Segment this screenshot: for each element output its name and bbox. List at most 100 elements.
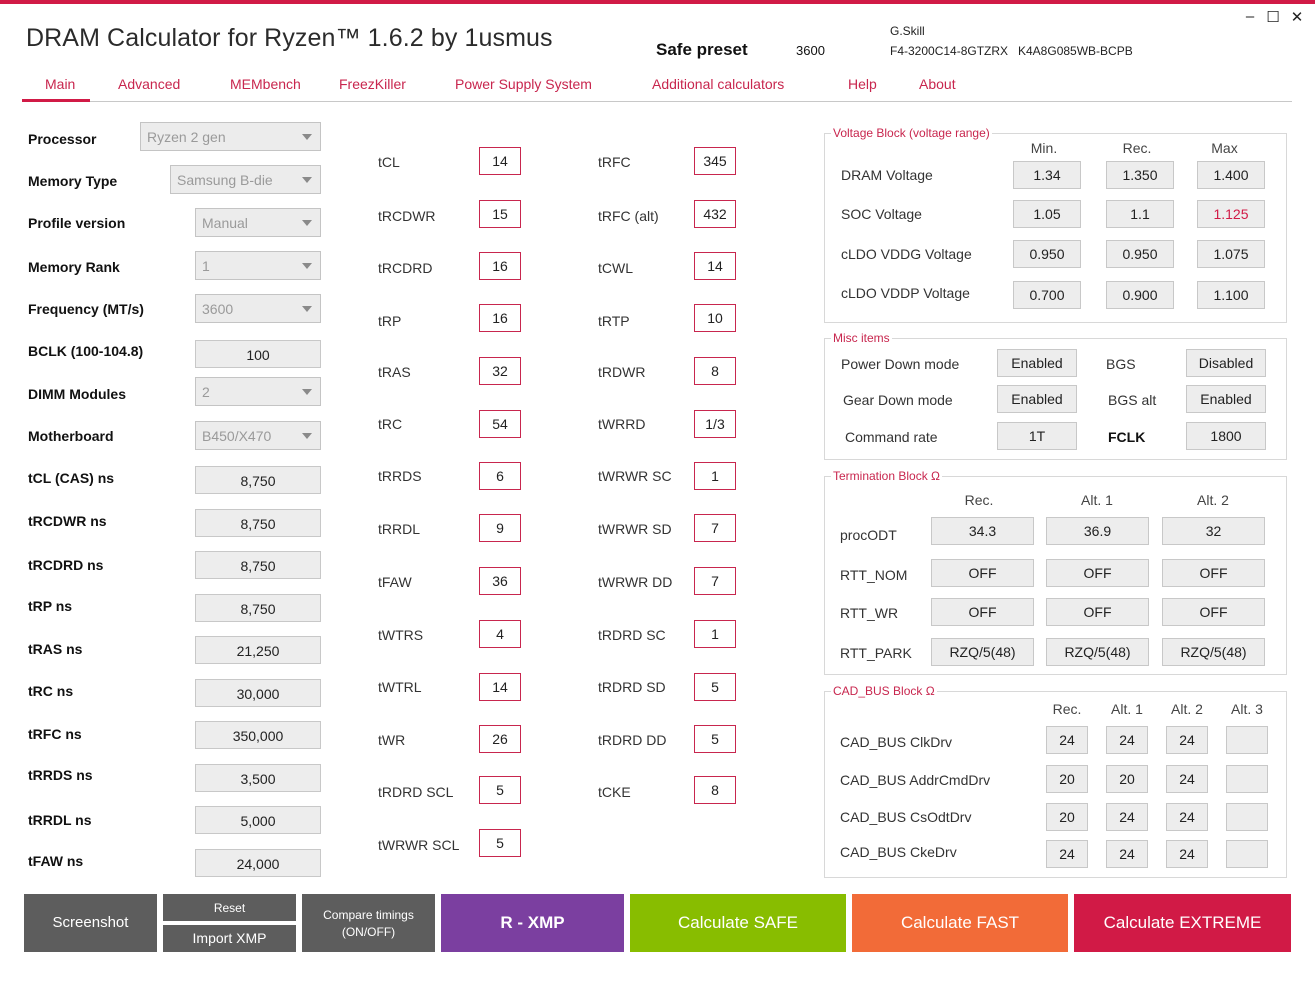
tab-help[interactable]: Help xyxy=(848,76,877,92)
cadbus-value xyxy=(1226,765,1268,793)
tab-bar: Main Advanced MEMbench FreezKiller Power… xyxy=(22,72,1292,102)
timing-value-box[interactable]: 5 xyxy=(479,829,521,857)
timing-value-box[interactable]: 14 xyxy=(694,252,736,280)
timing-value-box[interactable]: 345 xyxy=(694,147,736,175)
cadbus-value: 24 xyxy=(1166,765,1208,793)
tab-main[interactable]: Main xyxy=(45,76,76,92)
import-xmp-button[interactable]: Import XMP xyxy=(163,925,296,952)
timing-value-box[interactable]: 8 xyxy=(694,357,736,385)
screenshot-button[interactable]: Screenshot xyxy=(24,894,157,952)
cadbus-label: CAD_BUS CsOdtDrv xyxy=(840,809,972,825)
timing-label: tFAW xyxy=(378,574,412,590)
timing-value-box[interactable]: 16 xyxy=(479,252,521,280)
voltage-header-max: Max xyxy=(1211,140,1238,156)
voltage-label: cLDO VDDP Voltage xyxy=(841,285,970,301)
minimize-button[interactable]: – xyxy=(1245,8,1255,25)
ns-value: 30,000 xyxy=(195,679,321,707)
timing-value-box[interactable]: 432 xyxy=(694,200,736,228)
cadbus-value: 24 xyxy=(1106,840,1148,868)
timing-value-box[interactable]: 5 xyxy=(694,725,736,753)
timing-value-box[interactable]: 1 xyxy=(694,462,736,490)
termination-value: OFF xyxy=(931,598,1034,626)
voltage-label: SOC Voltage xyxy=(841,206,922,222)
timing-value-box[interactable]: 1/3 xyxy=(694,410,736,438)
bclk-input[interactable]: 100 xyxy=(195,340,321,368)
processor-select[interactable]: Ryzen 2 gen xyxy=(140,122,321,151)
r-xmp-button[interactable]: R - XMP xyxy=(441,894,624,952)
timing-label: tWR xyxy=(378,732,406,748)
power-down-toggle[interactable]: Enabled xyxy=(997,349,1077,377)
termination-value: RZQ/5(48) xyxy=(1162,638,1265,666)
cadbus-header-alt3: Alt. 3 xyxy=(1231,701,1263,717)
voltage-min: 0.700 xyxy=(1013,281,1081,309)
calculate-fast-button[interactable]: Calculate FAST xyxy=(852,894,1068,952)
timing-value-box[interactable]: 9 xyxy=(479,514,521,542)
profile-version-value: Manual xyxy=(202,215,248,231)
termination-value: 32 xyxy=(1162,517,1265,545)
gear-down-toggle[interactable]: Enabled xyxy=(997,385,1077,413)
cadbus-label: CAD_BUS AddrCmdDrv xyxy=(840,772,991,788)
compare-timings-button[interactable]: Compare timings (ON/OFF) xyxy=(302,894,435,952)
bgs-alt-toggle[interactable]: Enabled xyxy=(1186,385,1266,413)
timing-label: tRFC xyxy=(598,154,631,170)
timing-value-box[interactable]: 4 xyxy=(479,620,521,648)
timing-value-box[interactable]: 7 xyxy=(694,514,736,542)
voltage-header-min: Min. xyxy=(1030,140,1058,156)
timing-value-box[interactable]: 1 xyxy=(694,620,736,648)
timing-label: tRDRD SCL xyxy=(378,784,454,800)
timing-label: tWRRD xyxy=(598,416,646,432)
dimm-modules-select[interactable]: 2 xyxy=(195,377,321,406)
motherboard-select[interactable]: B450/X470 xyxy=(195,421,321,450)
kit-part-number: F4-3200C14-8GTZRX xyxy=(890,44,1009,58)
misc-block: Misc items xyxy=(824,331,1287,460)
timing-value-box[interactable]: 54 xyxy=(479,410,521,438)
profile-version-select[interactable]: Manual xyxy=(195,208,321,237)
chevron-down-icon xyxy=(302,306,312,312)
timing-value-box[interactable]: 5 xyxy=(479,776,521,804)
timing-value-box[interactable]: 14 xyxy=(479,147,521,175)
timing-label: tWTRS xyxy=(378,627,424,643)
tab-advanced[interactable]: Advanced xyxy=(118,76,181,92)
timing-value-box[interactable]: 6 xyxy=(479,462,521,490)
timing-value-box[interactable]: 32 xyxy=(479,357,521,385)
tab-membench[interactable]: MEMbench xyxy=(230,76,301,92)
cadbus-value: 24 xyxy=(1106,726,1148,754)
frequency-select[interactable]: 3600 xyxy=(195,294,321,323)
timing-value-box[interactable]: 26 xyxy=(479,725,521,753)
memory-rank-label: Memory Rank xyxy=(28,259,120,275)
tab-power-supply[interactable]: Power Supply System xyxy=(455,76,592,92)
chevron-down-icon xyxy=(302,433,312,439)
memory-type-select[interactable]: Samsung B-die xyxy=(170,165,321,194)
timing-value-box[interactable]: 14 xyxy=(479,673,521,701)
timing-value-box[interactable]: 5 xyxy=(694,673,736,701)
cadbus-header-alt2: Alt. 2 xyxy=(1171,701,1203,717)
termination-value: OFF xyxy=(1162,559,1265,587)
timing-value-box[interactable]: 15 xyxy=(479,200,521,228)
timing-value-box[interactable]: 7 xyxy=(694,567,736,595)
close-button[interactable]: ✕ xyxy=(1290,9,1304,26)
bgs-alt-label: BGS alt xyxy=(1108,392,1157,408)
timing-value-box[interactable]: 36 xyxy=(479,567,521,595)
chevron-down-icon xyxy=(302,220,312,226)
reset-button[interactable]: Reset xyxy=(163,894,296,921)
cadbus-value: 24 xyxy=(1046,726,1088,754)
memory-rank-select[interactable]: 1 xyxy=(195,251,321,280)
tab-freezkiller[interactable]: FreezKiller xyxy=(339,76,406,92)
tab-about[interactable]: About xyxy=(919,76,956,92)
timing-label: tWTRL xyxy=(378,679,422,695)
calculate-extreme-button[interactable]: Calculate EXTREME xyxy=(1074,894,1291,952)
calculate-safe-button[interactable]: Calculate SAFE xyxy=(630,894,846,952)
bgs-toggle[interactable]: Disabled xyxy=(1186,349,1266,377)
voltage-label: cLDO VDDG Voltage xyxy=(841,246,972,262)
timing-label: tCL xyxy=(378,154,400,170)
tab-additional-calculators[interactable]: Additional calculators xyxy=(652,76,785,92)
processor-label: Processor xyxy=(28,131,97,147)
ns-label: tRC ns xyxy=(28,683,74,699)
timing-value-box[interactable]: 8 xyxy=(694,776,736,804)
maximize-button[interactable]: ☐ xyxy=(1266,9,1280,26)
voltage-label: DRAM Voltage xyxy=(841,167,933,183)
timing-value-box[interactable]: 10 xyxy=(694,304,736,332)
command-rate-toggle[interactable]: 1T xyxy=(997,422,1077,450)
timing-label: tRP xyxy=(378,313,402,329)
timing-value-box[interactable]: 16 xyxy=(479,304,521,332)
